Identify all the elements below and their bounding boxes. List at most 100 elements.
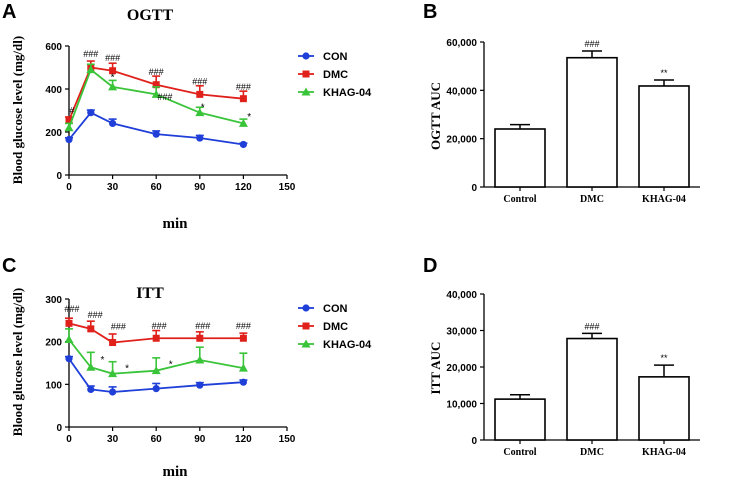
data-point xyxy=(86,65,96,74)
bar-control xyxy=(494,398,546,441)
y-tick-label: 400 xyxy=(45,85,62,96)
y-tick-label: 40,000 xyxy=(446,86,477,97)
data-point xyxy=(65,355,73,363)
significance-label: ### xyxy=(192,77,207,87)
y-tick-label: 0 xyxy=(56,171,62,182)
series-line-khag-04 xyxy=(68,338,244,375)
series-line-khag-04 xyxy=(68,68,244,129)
significance-label: * xyxy=(125,364,129,375)
panel-letter-d: D xyxy=(423,255,437,277)
significance-label: ### xyxy=(195,321,210,331)
legend-label: CON xyxy=(323,303,348,315)
category-label: Control xyxy=(503,447,536,458)
data-point xyxy=(195,108,205,117)
bar-control xyxy=(494,128,546,188)
y-tick-label: 0 xyxy=(471,183,477,194)
series-line-dmc xyxy=(68,66,244,121)
y-tick-label: 20,000 xyxy=(446,363,477,374)
data-point xyxy=(65,116,73,124)
significance-label: ### xyxy=(584,321,599,331)
data-point xyxy=(239,140,247,149)
significance-label: ** xyxy=(660,68,668,78)
y-tick-label: 300 xyxy=(45,295,62,306)
significance-label: * xyxy=(100,355,104,366)
x-tick-label: 120 xyxy=(235,434,252,445)
significance-label: * xyxy=(247,112,251,123)
data-point xyxy=(152,130,160,138)
data-point xyxy=(87,109,95,117)
bar-dmc xyxy=(566,337,618,441)
data-point xyxy=(239,378,247,386)
x-tick-label: 90 xyxy=(194,182,206,193)
x-axis-label-c: min xyxy=(162,464,188,480)
significance-label: ### xyxy=(149,67,164,77)
data-point xyxy=(65,319,73,327)
category-label: DMC xyxy=(580,447,604,458)
series-a: ### ### ### ### ### * ### * * # xyxy=(64,49,251,149)
legend-marker xyxy=(301,87,311,96)
data-point xyxy=(109,67,117,75)
data-point xyxy=(195,355,205,364)
data-point xyxy=(64,335,74,344)
data-point xyxy=(238,363,248,372)
data-point xyxy=(108,82,118,91)
significance-label: ### xyxy=(105,53,120,63)
significance-label: # xyxy=(69,106,74,116)
itt-auc-bar-chart: ITT AUC 0 10,000 20,000 30,000 40,000 Control… xyxy=(428,290,700,458)
series-line-dmc xyxy=(68,322,244,344)
category-label: Control xyxy=(503,194,536,205)
y-tick-label: 100 xyxy=(45,380,62,391)
significance-label: ### xyxy=(152,321,167,331)
y-tick-label: 20,000 xyxy=(446,135,477,146)
legend-label: DMC xyxy=(323,321,348,333)
legend-label: CON xyxy=(323,51,348,63)
data-point xyxy=(87,325,95,333)
y-tick-label: 600 xyxy=(45,42,62,53)
significance-label: ### xyxy=(157,92,172,102)
legend-marker xyxy=(302,304,310,312)
chart-title-a: OGTT xyxy=(127,7,174,24)
data-point xyxy=(238,118,248,127)
significance-label: ### xyxy=(584,39,599,49)
data-point xyxy=(86,362,96,371)
data-point xyxy=(152,81,160,89)
significance-label: ### xyxy=(83,49,98,59)
series-c: ### ### ### ### ### ### * * * xyxy=(64,304,251,396)
ogtt-auc-bar-chart: OGTT AUC 0 20,000 40,000 60,000 Control DMC KH… xyxy=(428,38,700,205)
y-tick-label: 0 xyxy=(471,436,477,447)
y-tick-label: 40,000 xyxy=(446,290,477,301)
legend-a: CON DMC KHAG-04 xyxy=(298,51,372,99)
data-point xyxy=(151,366,161,375)
y-tick-label: 200 xyxy=(45,128,62,139)
y-tick-label: 0 xyxy=(56,423,62,434)
category-label: KHAG-04 xyxy=(642,194,686,205)
legend-marker xyxy=(302,70,310,78)
significance-label: ### xyxy=(236,82,251,92)
y-tick-label: 60,000 xyxy=(446,38,477,49)
x-tick-label: 150 xyxy=(279,434,296,445)
bar-dmc xyxy=(566,56,618,188)
y-axis-label-a: Blood glucose level (mg/dl) xyxy=(10,36,25,184)
y-tick-label: 30,000 xyxy=(446,327,477,338)
x-tick-label: 60 xyxy=(151,434,163,445)
x-tick-label: 30 xyxy=(107,434,119,445)
legend-label: DMC xyxy=(323,69,348,81)
data-point xyxy=(239,95,247,103)
significance-label: ### xyxy=(64,304,79,314)
data-point xyxy=(109,119,117,127)
data-point xyxy=(109,388,117,396)
axes-a: 0 30 60 90 120 150 0 200 400 600 xyxy=(45,42,295,193)
legend-c: CON DMC KHAG-04 xyxy=(298,303,372,351)
y-tick-label: 10,000 xyxy=(446,400,477,411)
x-tick-label: 60 xyxy=(151,182,163,193)
panel-letter-c: C xyxy=(2,255,16,277)
data-point xyxy=(108,369,118,378)
x-tick-label: 30 xyxy=(107,182,119,193)
x-tick-label: 0 xyxy=(66,434,72,445)
legend-label: KHAG-04 xyxy=(323,339,372,351)
y-axis-label-c: Blood glucose level (mg/dl) xyxy=(10,288,25,436)
significance-label: * xyxy=(201,103,205,114)
panel-letter-b: B xyxy=(423,1,437,23)
significance-label: * xyxy=(111,72,115,83)
